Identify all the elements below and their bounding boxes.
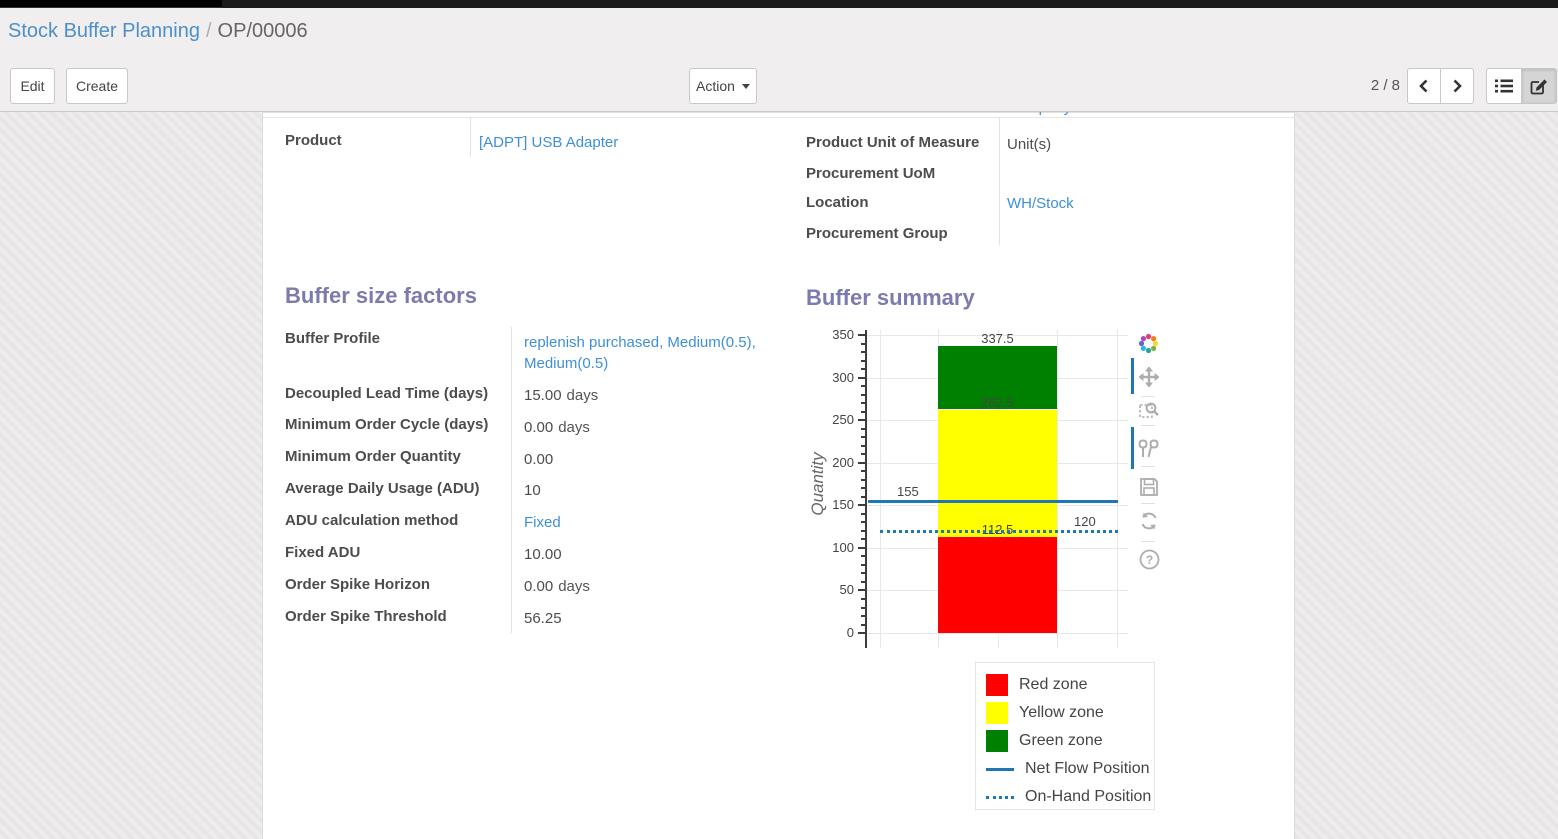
product-label: Product	[285, 132, 342, 149]
buffer-profile-value-link[interactable]: replenish purchased, Medium(0.5), Medium…	[524, 334, 756, 372]
modebar-separator	[1141, 396, 1155, 397]
adu-method-label: ADU calculation method	[285, 512, 459, 529]
location-label: Location	[806, 194, 869, 211]
legend-label: Net Flow Position	[1025, 760, 1150, 777]
right-group-cell-border	[999, 117, 1000, 245]
legend-item-green-zone[interactable]: Green zone	[986, 730, 1146, 752]
create-button[interactable]: Create	[66, 68, 128, 104]
modebar-separator	[1141, 503, 1155, 504]
procurement-group-label: Procurement Group	[806, 225, 948, 242]
pan-icon[interactable]	[1138, 366, 1160, 388]
help-icon[interactable]: ?	[1138, 548, 1160, 570]
modebar-separator	[1141, 466, 1155, 467]
chevron-down-icon	[741, 83, 750, 89]
clipped-company-value: Company	[1007, 112, 1207, 117]
save-icon[interactable]	[1138, 476, 1160, 498]
legend-item-red-zone[interactable]: Red zone	[986, 674, 1146, 696]
form-view-icon	[1530, 79, 1547, 94]
group-top-border	[263, 117, 1294, 118]
action-dropdown-label: Action	[696, 78, 735, 94]
chart-legend: Red zone Yellow zone Green zone Net Flow…	[975, 662, 1155, 810]
legend-item-yellow-zone[interactable]: Yellow zone	[986, 702, 1146, 724]
product-value-link[interactable]: [ADPT] USB Adapter	[479, 134, 619, 151]
control-panel-divider	[0, 111, 1558, 112]
fixed-adu-label: Fixed ADU	[285, 544, 361, 561]
plotly-logo-icon[interactable]	[1137, 332, 1159, 354]
adu-label: Average Daily Usage (ADU)	[285, 480, 480, 497]
legend-swatch-green	[986, 730, 1008, 752]
order-spike-threshold-label: Order Spike Threshold	[285, 608, 447, 625]
buffer-profile-label: Buffer Profile	[285, 330, 381, 347]
top-menu-bar-left-segment	[0, 0, 222, 8]
zoom-box-icon[interactable]	[1138, 399, 1160, 421]
pager-next-button[interactable]	[1440, 68, 1474, 104]
order-spike-horizon-value: 0.00 days	[524, 578, 590, 595]
modebar-active-indicator	[1131, 358, 1134, 394]
pager-previous-button[interactable]	[1407, 68, 1441, 104]
pager-counter: 2 / 8	[1370, 77, 1400, 94]
min-order-quantity-label: Minimum Order Quantity	[285, 448, 461, 465]
buffer-summary-title: Buffer summary	[806, 285, 975, 310]
legend-swatch-red	[986, 674, 1008, 696]
min-order-quantity-value: 0.00	[524, 451, 554, 468]
legend-label: Red zone	[1019, 676, 1088, 693]
reset-axes-icon[interactable]	[1138, 510, 1160, 532]
form-view-button-active[interactable]	[1521, 68, 1557, 104]
modebar-separator	[1141, 541, 1155, 542]
legend-item-on-hand[interactable]: On-Hand Position	[986, 786, 1151, 808]
svg-text:?: ?	[1145, 553, 1152, 567]
decoupled-lead-time-label: Decoupled Lead Time (days)	[285, 385, 489, 402]
breadcrumb: Stock Buffer Planning / OP/00006	[8, 20, 308, 43]
order-spike-threshold-value: 56.25	[524, 610, 562, 627]
order-spike-horizon-label: Order Spike Horizon	[285, 576, 431, 593]
next-page-icon	[1453, 79, 1462, 93]
previous-page-icon	[1419, 79, 1428, 93]
adu-value: 10	[524, 482, 541, 499]
legend-swatch-net-flow-line	[986, 767, 1014, 771]
modebar-separator	[1141, 425, 1155, 426]
legend-swatch-on-hand-dots	[986, 795, 1014, 799]
breadcrumb-current: OP/00006	[217, 20, 308, 42]
factors-cell-border	[511, 327, 512, 633]
modebar-active-indicator	[1131, 427, 1134, 469]
compare-hover-icon[interactable]	[1138, 438, 1160, 460]
breadcrumb-parent-link[interactable]: Stock Buffer Planning	[8, 20, 200, 42]
location-value-link[interactable]: WH/Stock	[1007, 195, 1074, 212]
top-menu-bar	[0, 0, 1558, 8]
list-view-button[interactable]	[1486, 68, 1522, 104]
legend-swatch-yellow	[986, 702, 1008, 724]
min-order-cycle-value: 0.00 days	[524, 419, 590, 436]
legend-label: On-Hand Position	[1025, 788, 1152, 805]
buffer-size-factors-title: Buffer size factors	[285, 283, 477, 308]
fixed-adu-value: 10.00	[524, 546, 562, 563]
min-order-cycle-label: Minimum Order Cycle (days)	[285, 416, 489, 433]
adu-method-value-link[interactable]: Fixed	[524, 514, 561, 531]
label-cell-border	[470, 117, 471, 157]
edit-button[interactable]: Edit	[10, 68, 55, 104]
legend-item-net-flow[interactable]: Net Flow Position	[986, 758, 1150, 780]
action-dropdown-button[interactable]: Action	[689, 68, 757, 104]
product-uom-value: Unit(s)	[1007, 136, 1052, 153]
procurement-uom-label: Procurement UoM	[806, 165, 936, 182]
legend-label: Yellow zone	[1019, 704, 1104, 721]
list-view-icon	[1495, 79, 1513, 93]
decoupled-lead-time-value: 15.00 days	[524, 387, 599, 404]
legend-label: Green zone	[1019, 732, 1103, 749]
product-uom-label: Product Unit of Measure	[806, 134, 980, 151]
breadcrumb-separator: /	[205, 20, 212, 42]
